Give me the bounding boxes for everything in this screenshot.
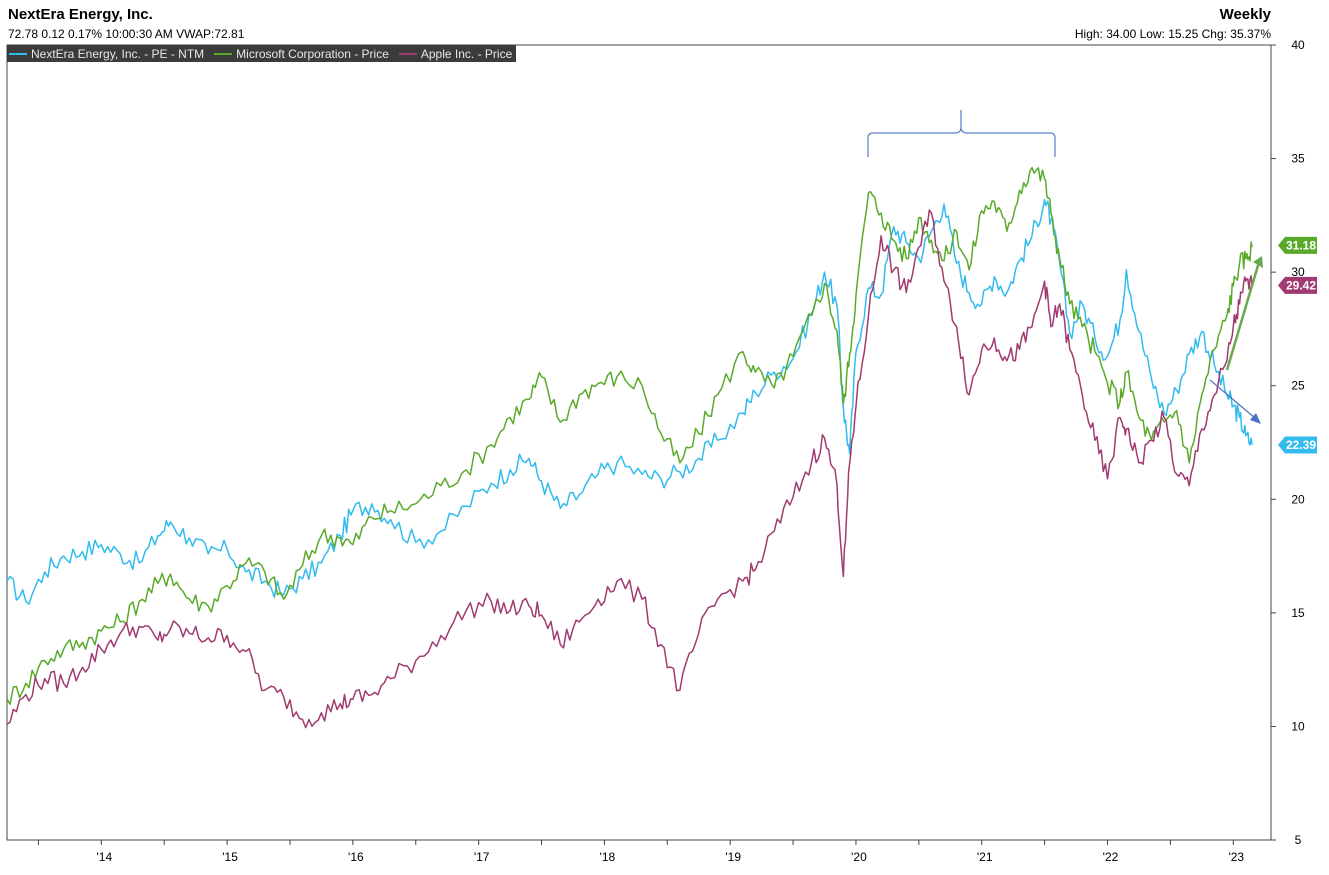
last-value-label-apple: 29.42 — [1286, 278, 1316, 292]
y-tick-label: 25 — [1291, 379, 1305, 393]
y-tick-label: 30 — [1291, 265, 1305, 279]
x-tick-label: '23 — [1228, 850, 1244, 864]
y-tick-label: 15 — [1291, 606, 1305, 620]
x-tick-label: '22 — [1103, 850, 1119, 864]
x-tick-label: '15 — [222, 850, 238, 864]
frequency-label: Weekly — [1219, 6, 1271, 23]
last-value-label-nextera: 22.39 — [1286, 438, 1316, 452]
annotation-arrowhead-up — [1253, 256, 1263, 268]
x-tick-label: '21 — [977, 850, 993, 864]
x-tick-label: '18 — [600, 850, 616, 864]
series-line-nextera — [6, 198, 1253, 605]
legend-swatch-apple — [398, 52, 417, 55]
legend: NextEra Energy, Inc. - PE - NTM Microsof… — [7, 45, 517, 62]
legend-label-apple: Apple Inc. - Price — [420, 46, 513, 61]
legend-swatch-nextera — [9, 52, 27, 55]
series-line-apple — [6, 209, 1253, 729]
x-tick-label: '14 — [97, 850, 113, 864]
quote-line: 72.78 0.12 0.17% 10:00:30 AM VWAP:72.81 — [8, 27, 245, 41]
legend-item-microsoft: Microsoft Corporation - Price — [214, 47, 389, 61]
chart-title: NextEra Energy, Inc. — [8, 6, 153, 23]
legend-item-nextera: NextEra Energy, Inc. - PE - NTM — [9, 47, 204, 61]
legend-label-nextera: NextEra Energy, Inc. - PE - NTM — [31, 46, 205, 61]
legend-label-microsoft: Microsoft Corporation - Price — [236, 46, 389, 61]
legend-swatch-microsoft — [214, 52, 233, 55]
plot-frame — [6, 44, 1272, 841]
x-tick-label: '20 — [851, 850, 867, 864]
last-value-tag-nextera — [1278, 436, 1317, 454]
last-value-tag-microsoft — [1278, 236, 1317, 254]
last-value-tag-apple — [1278, 276, 1317, 294]
x-tick-label: '19 — [725, 850, 741, 864]
annotation-arrowhead-down — [1250, 413, 1261, 424]
annotation-arrow-up — [1225, 261, 1261, 371]
series-line-microsoft — [6, 166, 1253, 705]
x-tick-label: '17 — [474, 850, 490, 864]
last-value-label-microsoft: 31.18 — [1286, 238, 1316, 252]
legend-item-apple: Apple Inc. - Price — [398, 46, 513, 61]
annotation-arrow-down — [1209, 379, 1256, 419]
x-tick-label: '16 — [348, 850, 364, 864]
y-tick-label: 10 — [1291, 719, 1305, 733]
y-tick-label: 35 — [1291, 152, 1305, 166]
y-tick-label: 40 — [1291, 38, 1305, 52]
y-tick-label: 20 — [1291, 492, 1305, 506]
y-tick-label: 5 — [1295, 833, 1302, 847]
stats-line: High: 34.00 Low: 15.25 Chg: 35.37% — [1074, 27, 1271, 41]
annotation-bracket — [867, 110, 1056, 157]
